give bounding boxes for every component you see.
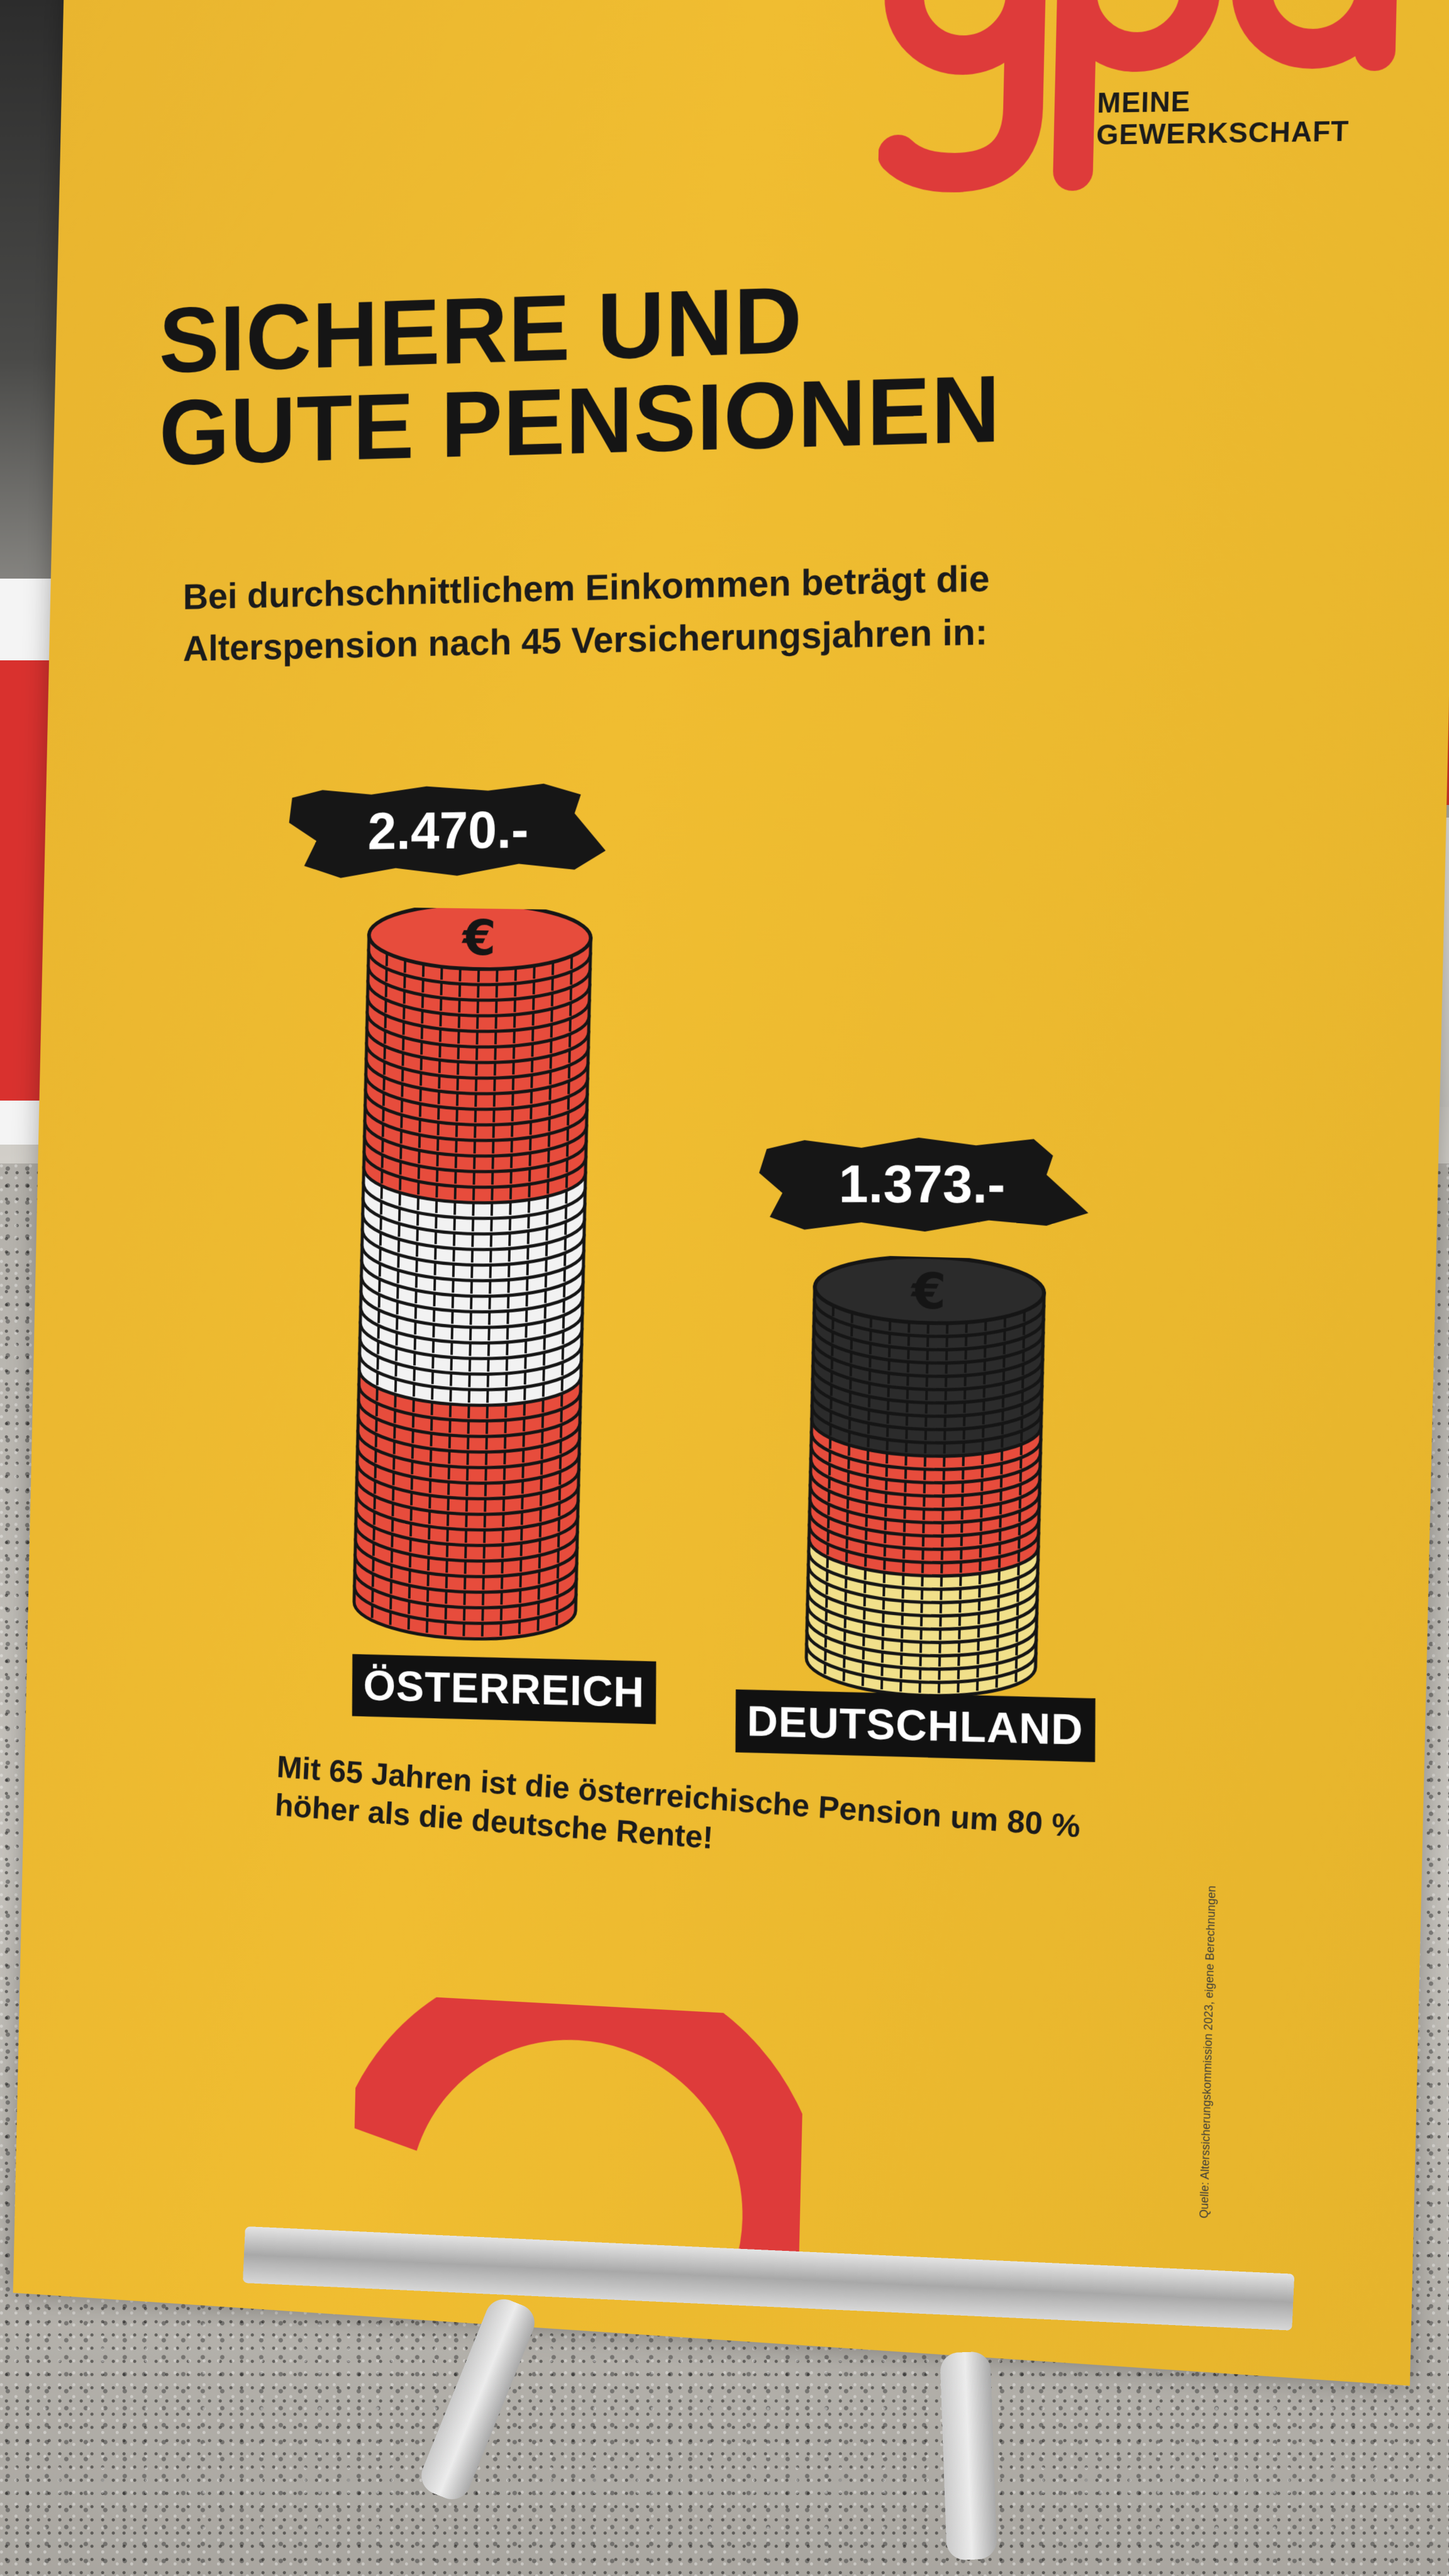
source-note: Quelle: Alterssicherungskommission 2023,…: [1197, 1885, 1219, 2219]
amount-austria-value: 2.470.-: [368, 799, 529, 862]
country-label-austria: ÖSTERREICH: [352, 1654, 656, 1724]
amount-austria: 2.470.-: [286, 775, 612, 885]
euro-icon: €: [461, 910, 497, 967]
euro-icon: €: [909, 1263, 947, 1321]
rollup-banner: MEINE GEWERKSCHAFT SICHERE UND GUTE PENS…: [13, 0, 1449, 2386]
logo-tagline-line1: MEINE: [1097, 84, 1350, 119]
intro-text: Bei durchschnittlichem Einkommen beträgt…: [183, 548, 1184, 675]
headline-line2: GUTE PENSIONEN: [159, 361, 1001, 479]
coin-stack-austria: €: [329, 907, 616, 1656]
footnote: Mit 65 Jahren ist die österreichische Pe…: [274, 1747, 1285, 1901]
amount-germany-value: 1.373.-: [839, 1153, 1006, 1214]
headline: SICHERE UND GUTE PENSIONEN: [159, 265, 1001, 479]
banner-stand-foot-right: [940, 2351, 997, 2561]
amount-germany: 1.373.-: [754, 1130, 1092, 1239]
country-label-germany: DEUTSCHLAND: [735, 1689, 1095, 1762]
logo-tagline: MEINE GEWERKSCHAFT: [1096, 84, 1350, 152]
logo-tagline-line2: GEWERKSCHAFT: [1096, 116, 1350, 152]
coin-stack-germany: €: [793, 1253, 1058, 1706]
